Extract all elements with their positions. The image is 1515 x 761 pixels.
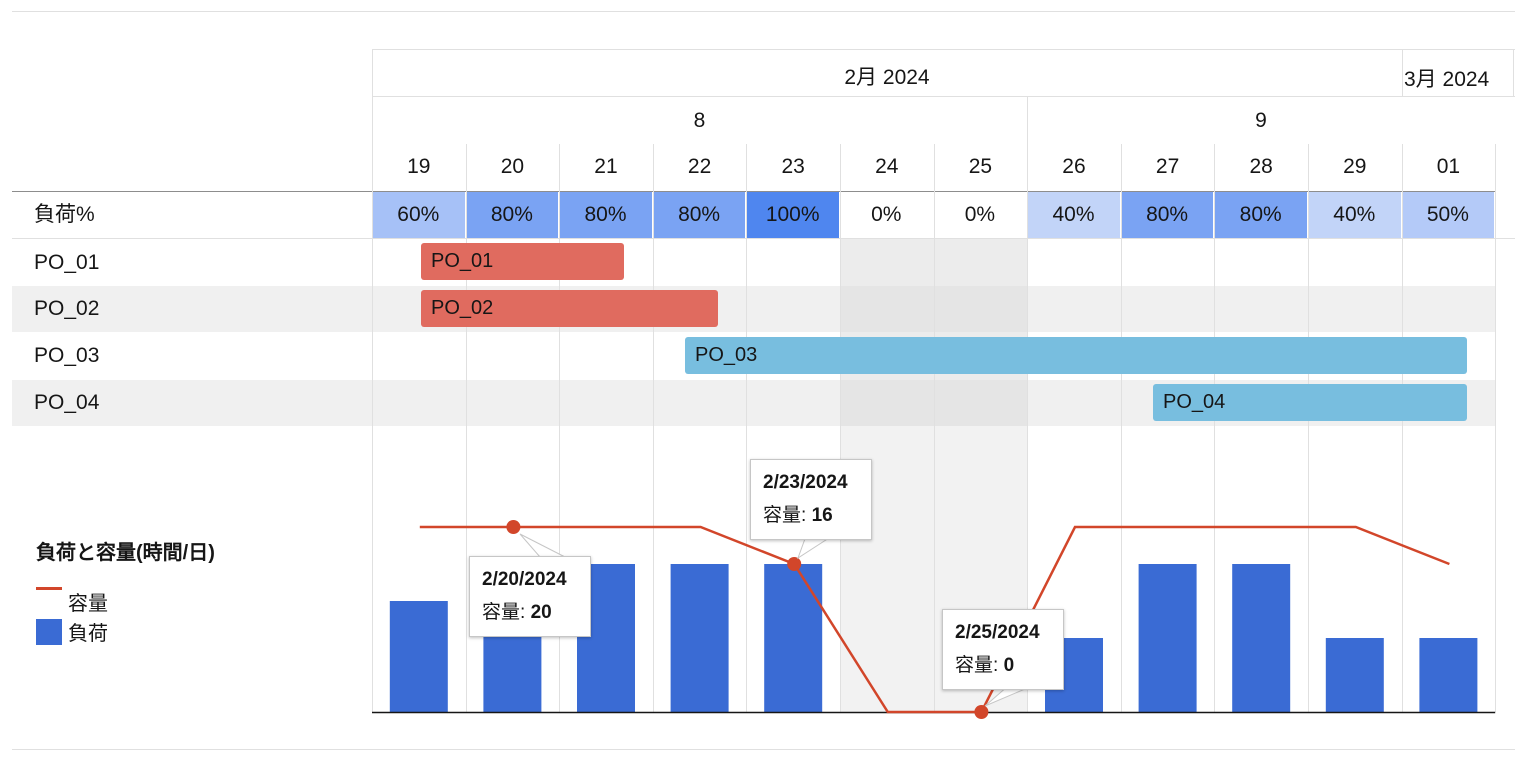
- month-label-mar: 3月 2024: [1404, 68, 1490, 91]
- week-label-9: 9: [1255, 109, 1267, 132]
- load-row-bottom-line: [12, 238, 1515, 239]
- bottom-border: [12, 749, 1515, 750]
- legend-title: 負荷と容量(時間/日): [36, 542, 215, 564]
- day-label: 20: [500, 155, 525, 178]
- load-cell: 40%: [1308, 192, 1401, 238]
- load-bar[interactable]: [1138, 564, 1197, 712]
- load-row-label: 負荷%: [34, 203, 95, 226]
- row-bg-po02: [12, 286, 1495, 332]
- grid-vline: [840, 144, 841, 712]
- load-bar[interactable]: [389, 601, 448, 712]
- tooltip-key: 容量:: [955, 655, 999, 676]
- tooltip-key: 容量:: [482, 602, 526, 623]
- week-label-8: 8: [693, 109, 706, 132]
- tooltip-date: 2/20/2024: [482, 569, 567, 590]
- tooltip-date: 2/23/2024: [763, 472, 848, 493]
- load-cell: 80%: [465, 192, 559, 238]
- grid-vline: [1402, 144, 1403, 712]
- legend-capacity-swatch: [36, 587, 62, 590]
- month-label-feb: 2月 2024: [844, 66, 930, 89]
- load-cell: 80%: [652, 192, 746, 238]
- header-top-line: [372, 49, 1515, 50]
- month-row-divider: [372, 96, 1515, 97]
- task-bar-po02[interactable]: PO_02: [421, 290, 718, 327]
- load-cell: 60%: [372, 192, 465, 238]
- legend-load-swatch: [36, 619, 62, 645]
- load-bar[interactable]: [1325, 638, 1384, 712]
- tooltip-key: 容量:: [763, 505, 807, 526]
- day-label: 21: [594, 155, 618, 178]
- grid-vline: [1214, 144, 1215, 712]
- load-bar[interactable]: [764, 564, 823, 712]
- day-label: 19: [407, 155, 431, 178]
- load-cell: 50%: [1401, 192, 1495, 238]
- grid-vline: [466, 144, 467, 712]
- grid-vline: [372, 49, 373, 713]
- load-cell: 80%: [559, 192, 652, 238]
- load-cell: 0%: [840, 192, 933, 238]
- load-bar[interactable]: [1419, 638, 1478, 712]
- tooltip-2-25: 2/25/2024 容量: 0: [942, 609, 1064, 690]
- month-divider: [1402, 49, 1403, 97]
- row-label-po02: PO_02: [34, 297, 100, 320]
- row-label-po01: PO_01: [34, 251, 100, 274]
- day-label: 27: [1155, 155, 1180, 178]
- load-cell: 80%: [1120, 192, 1214, 238]
- grid-vline: [746, 144, 747, 712]
- grid-vline: [1495, 144, 1496, 712]
- grid-vline: [1121, 144, 1122, 712]
- load-cell: 0%: [933, 192, 1027, 238]
- day-label: 26: [1062, 155, 1086, 178]
- capacity-point[interactable]: [974, 705, 989, 719]
- day-label: 23: [781, 155, 805, 178]
- load-cell: 40%: [1027, 192, 1120, 238]
- grid-vline: [1027, 97, 1028, 712]
- grid-vline: [653, 144, 654, 712]
- capacity-point[interactable]: [506, 520, 521, 534]
- grid-vline: [1308, 144, 1309, 712]
- day-label: 01: [1436, 155, 1461, 178]
- task-bar-po04[interactable]: PO_04: [1153, 384, 1467, 421]
- tooltip-date: 2/25/2024: [955, 622, 1040, 643]
- weekend-shade: [840, 239, 1027, 426]
- tooltip-value: 0: [1003, 655, 1015, 676]
- row-label-po04: PO_04: [34, 391, 100, 414]
- grid-vline: [934, 144, 935, 712]
- header-right-line: [1513, 49, 1514, 97]
- capacity-line[interactable]: [419, 525, 1450, 714]
- load-bar[interactable]: [1232, 564, 1291, 712]
- tooltip-value: 16: [811, 505, 833, 526]
- day-label: 29: [1343, 155, 1367, 178]
- capacity-point[interactable]: [787, 557, 802, 571]
- day-label: 22: [687, 155, 712, 178]
- legend-load-label: 負荷: [68, 623, 108, 645]
- day-label: 24: [875, 155, 899, 178]
- header-bottom-line: [12, 191, 1495, 192]
- load-cell: 100%: [746, 192, 839, 238]
- tooltip-2-23: 2/23/2024 容量: 16: [750, 459, 872, 540]
- tooltip-pointer: [519, 533, 566, 558]
- load-bar[interactable]: [670, 564, 729, 712]
- load-cell: 80%: [1214, 192, 1307, 238]
- grid-vline: [559, 144, 560, 712]
- top-border: [12, 11, 1515, 12]
- tooltip-2-20: 2/20/2024 容量: 20: [469, 556, 591, 637]
- day-label: 25: [968, 155, 993, 178]
- task-bar-po01[interactable]: PO_01: [421, 243, 624, 280]
- task-bar-po03[interactable]: PO_03: [685, 337, 1467, 374]
- tooltip-value: 20: [530, 602, 552, 623]
- day-label: 28: [1249, 155, 1273, 178]
- row-label-po03: PO_03: [34, 344, 100, 367]
- legend-capacity-label: 容量: [68, 593, 108, 615]
